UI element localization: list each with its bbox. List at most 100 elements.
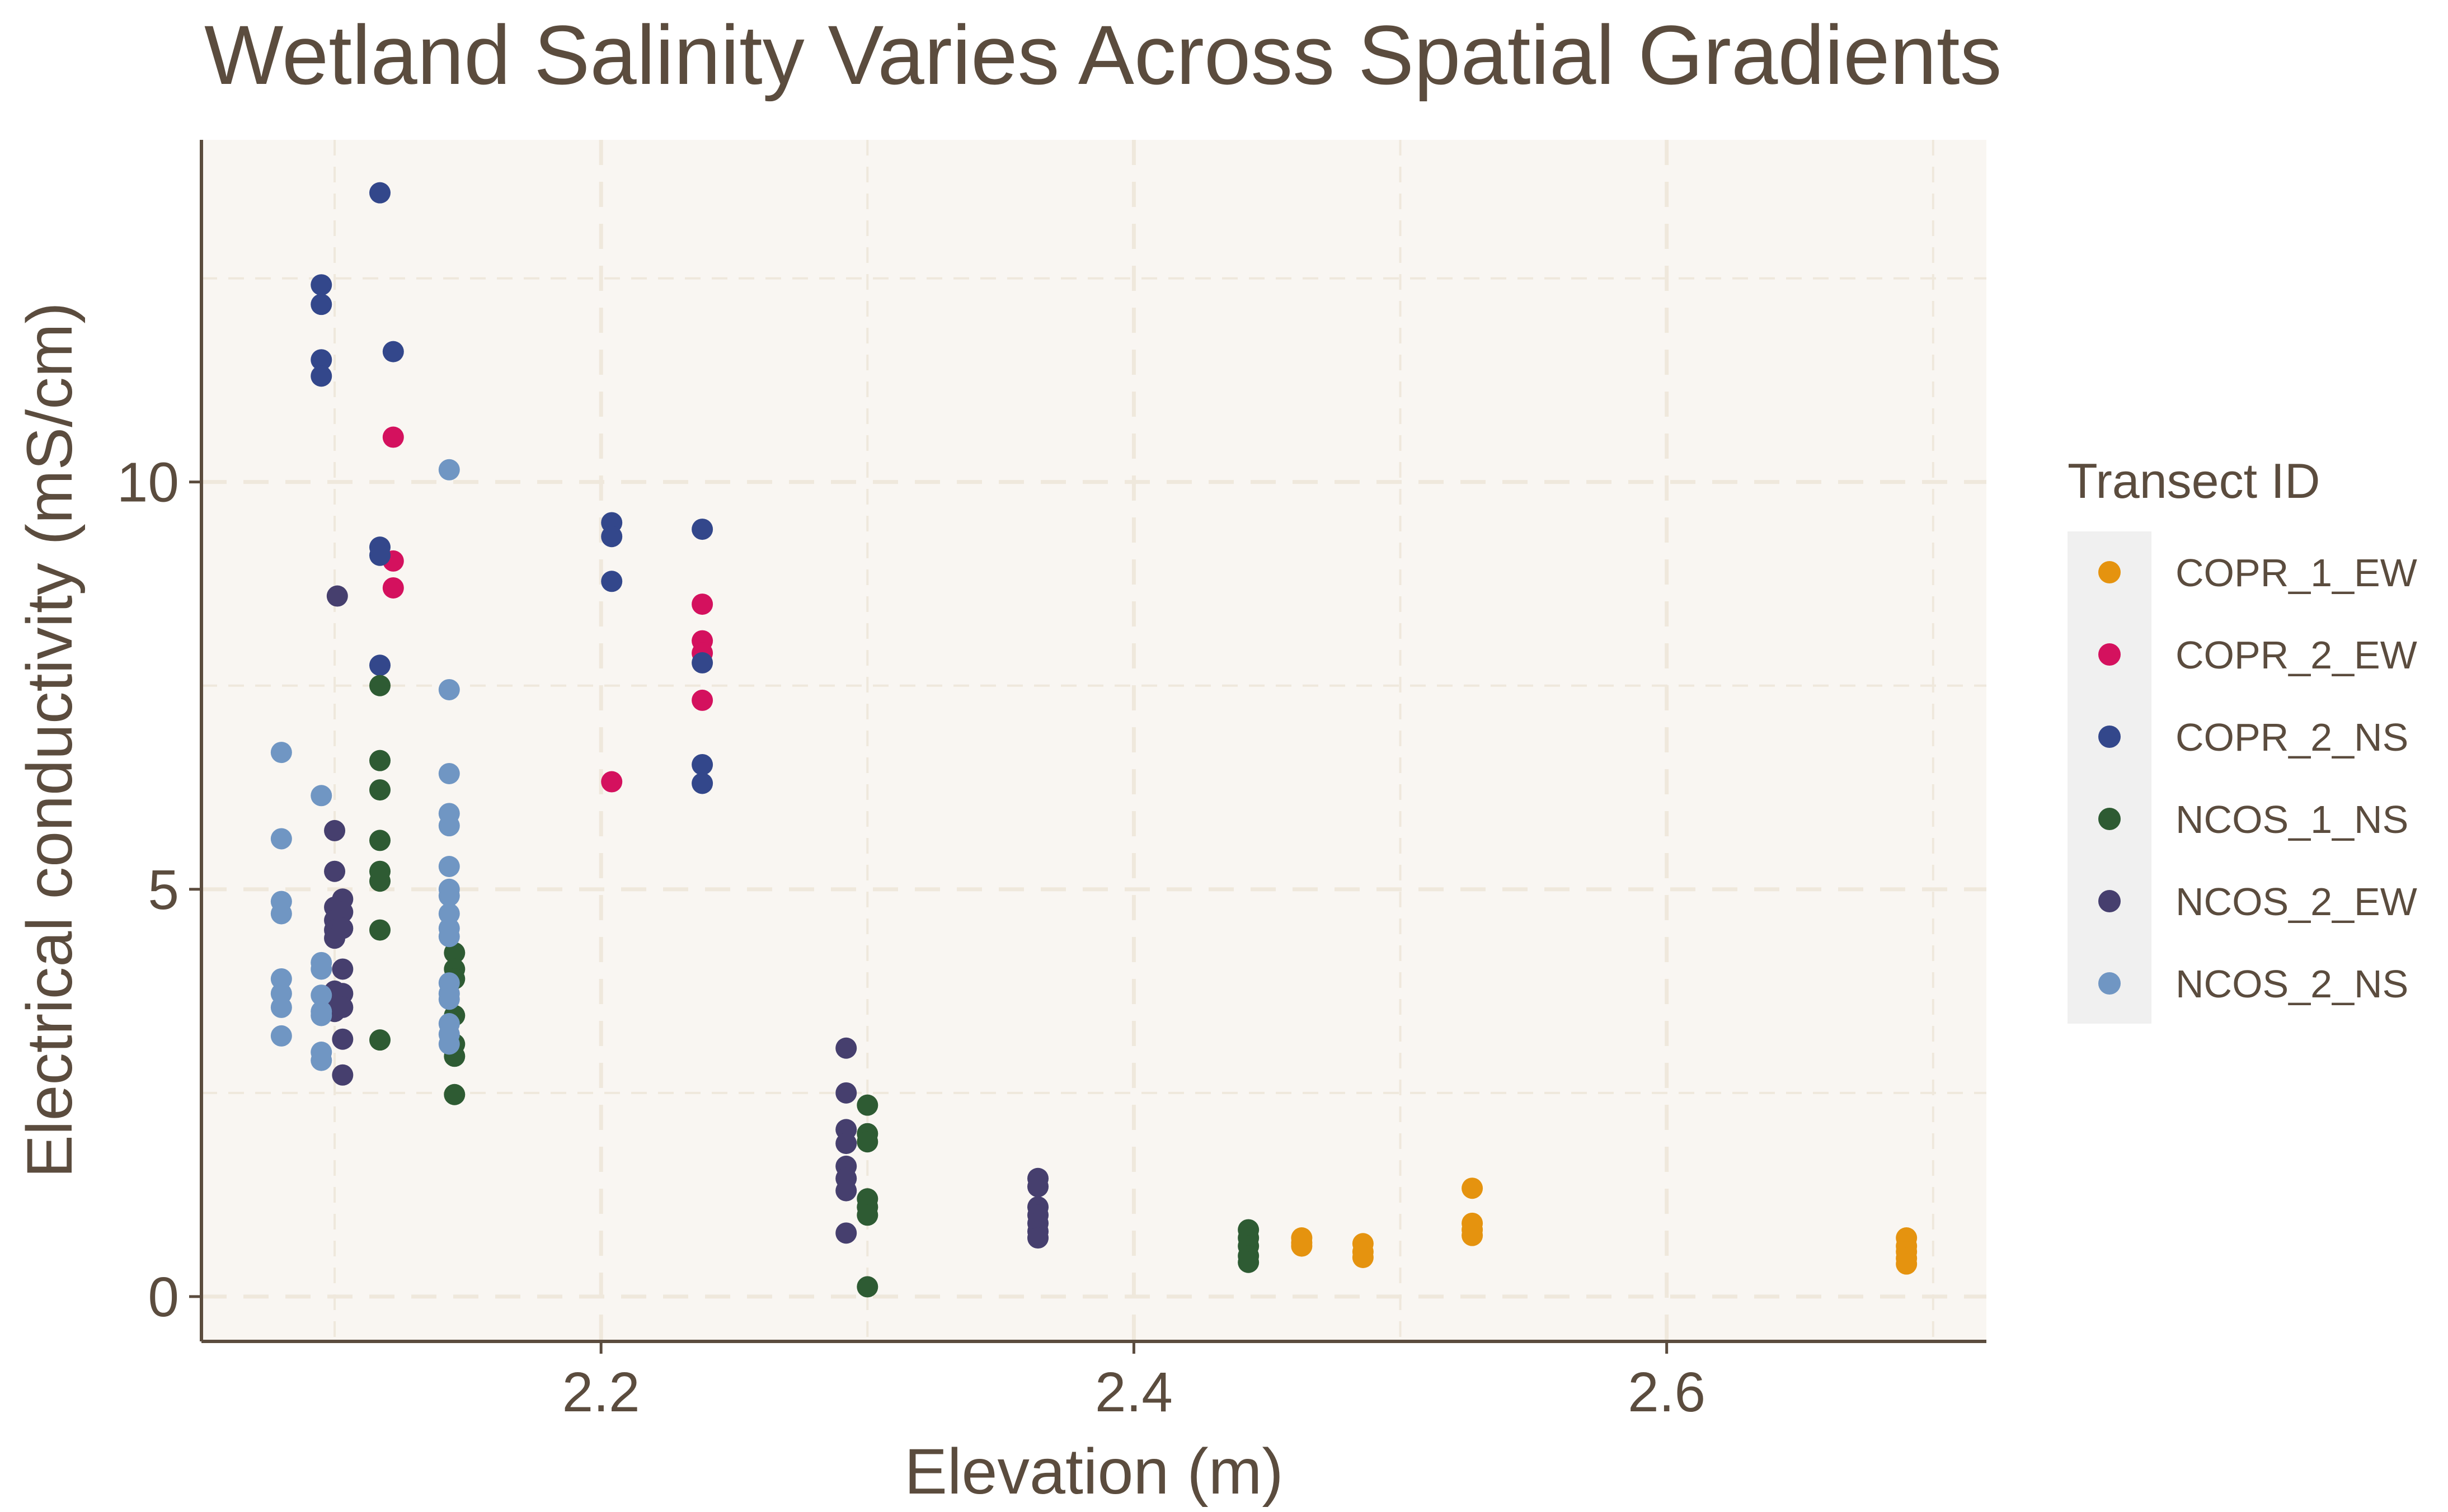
legend-keys-background xyxy=(2068,531,2151,1024)
data-point xyxy=(601,771,623,793)
y-tick-label: 10 xyxy=(117,451,179,514)
legend-label: COPR_2_NS xyxy=(2176,715,2408,759)
y-axis-label: Electrical conductivity (mS/cm) xyxy=(14,302,86,1178)
chart-title: Wetland Salinity Varies Across Spatial G… xyxy=(204,8,2002,102)
data-point xyxy=(332,917,354,939)
legend-label: NCOS_2_NS xyxy=(2176,962,2408,1006)
data-point xyxy=(601,526,623,548)
data-point xyxy=(382,577,404,599)
data-point xyxy=(332,901,354,923)
data-point xyxy=(369,182,391,204)
legend-title: Transect ID xyxy=(2068,453,2320,508)
data-point xyxy=(332,1028,354,1050)
y-axis-ticks: 0 5 10 xyxy=(117,451,201,1329)
data-point xyxy=(311,294,332,315)
data-point xyxy=(438,459,460,481)
data-point xyxy=(1027,1227,1049,1249)
data-point xyxy=(369,830,391,851)
gridlines xyxy=(201,140,1986,1341)
data-point xyxy=(270,903,292,925)
data-point xyxy=(369,654,391,676)
data-point xyxy=(369,544,391,566)
x-axis-ticks: 2.2 2.4 2.6 xyxy=(562,1341,1705,1424)
data-point xyxy=(311,349,332,371)
data-point xyxy=(1027,1176,1049,1198)
legend-label: NCOS_2_EW xyxy=(2176,880,2417,924)
data-point xyxy=(270,828,292,850)
x-tick-label: 2.6 xyxy=(1628,1361,1705,1424)
data-point xyxy=(1291,1232,1313,1254)
data-point xyxy=(332,1064,354,1086)
data-point xyxy=(835,1133,857,1155)
legend-label: COPR_2_EW xyxy=(2176,633,2417,677)
data-point xyxy=(311,365,332,387)
data-point xyxy=(270,996,292,1018)
data-point xyxy=(311,985,332,1006)
data-point xyxy=(369,750,391,771)
data-point xyxy=(324,819,346,841)
data-point xyxy=(835,1082,857,1104)
data-point xyxy=(438,903,460,925)
data-point xyxy=(692,519,713,540)
legend-key xyxy=(2098,972,2121,995)
data-point xyxy=(857,1131,878,1153)
data-point xyxy=(270,1025,292,1047)
data-point xyxy=(857,1276,878,1298)
data-point xyxy=(369,870,391,892)
data-point xyxy=(332,958,354,980)
data-point xyxy=(438,762,460,784)
data-point xyxy=(369,1029,391,1051)
data-point xyxy=(326,585,348,607)
x-tick-label: 2.2 xyxy=(562,1361,640,1424)
data-point xyxy=(692,689,713,711)
data-point xyxy=(692,652,713,673)
data-point xyxy=(692,594,713,615)
x-tick-label: 2.4 xyxy=(1095,1361,1173,1424)
data-point xyxy=(311,1005,332,1026)
data-point xyxy=(270,968,292,990)
data-point xyxy=(324,860,346,882)
data-point xyxy=(311,274,332,296)
legend-label: NCOS_1_NS xyxy=(2176,798,2408,841)
data-point xyxy=(835,1180,857,1202)
data-point xyxy=(438,988,460,1010)
data-points xyxy=(270,182,1918,1298)
data-point xyxy=(382,341,404,362)
data-point xyxy=(835,1222,857,1244)
data-point xyxy=(857,1204,878,1226)
data-point xyxy=(444,942,466,964)
data-point xyxy=(438,855,460,877)
data-point xyxy=(438,1033,460,1055)
data-point xyxy=(1462,1224,1483,1246)
legend-key xyxy=(2098,808,2121,830)
data-point xyxy=(1238,1251,1260,1273)
data-point xyxy=(1352,1247,1374,1269)
data-point xyxy=(369,919,391,941)
data-point xyxy=(332,996,354,1018)
data-point xyxy=(438,885,460,907)
legend-key xyxy=(2098,890,2121,912)
data-point xyxy=(438,815,460,837)
y-tick-label: 0 xyxy=(148,1266,179,1329)
data-point xyxy=(692,753,713,775)
data-point xyxy=(438,926,460,948)
legend-label: COPR_1_EW xyxy=(2176,551,2417,595)
data-point xyxy=(601,571,623,592)
data-point xyxy=(1462,1177,1483,1199)
legend-key xyxy=(2098,561,2121,583)
data-point xyxy=(835,1037,857,1059)
data-point xyxy=(382,426,404,448)
y-tick-label: 5 xyxy=(148,859,179,921)
x-axis-label: Elevation (m) xyxy=(904,1436,1283,1508)
data-point xyxy=(311,958,332,980)
data-point xyxy=(270,742,292,764)
legend: Transect ID COPR_1_EW COPR_2_EW COPR_2_NS N… xyxy=(2068,453,2417,1024)
data-point xyxy=(444,1084,466,1105)
data-point xyxy=(311,785,332,807)
data-point xyxy=(692,773,713,794)
data-point xyxy=(369,675,391,696)
legend-items: COPR_1_EW COPR_2_EW COPR_2_NS NCOS_1_NS NCOS… xyxy=(2098,551,2417,1006)
data-point xyxy=(1896,1253,1918,1275)
data-point xyxy=(369,779,391,801)
